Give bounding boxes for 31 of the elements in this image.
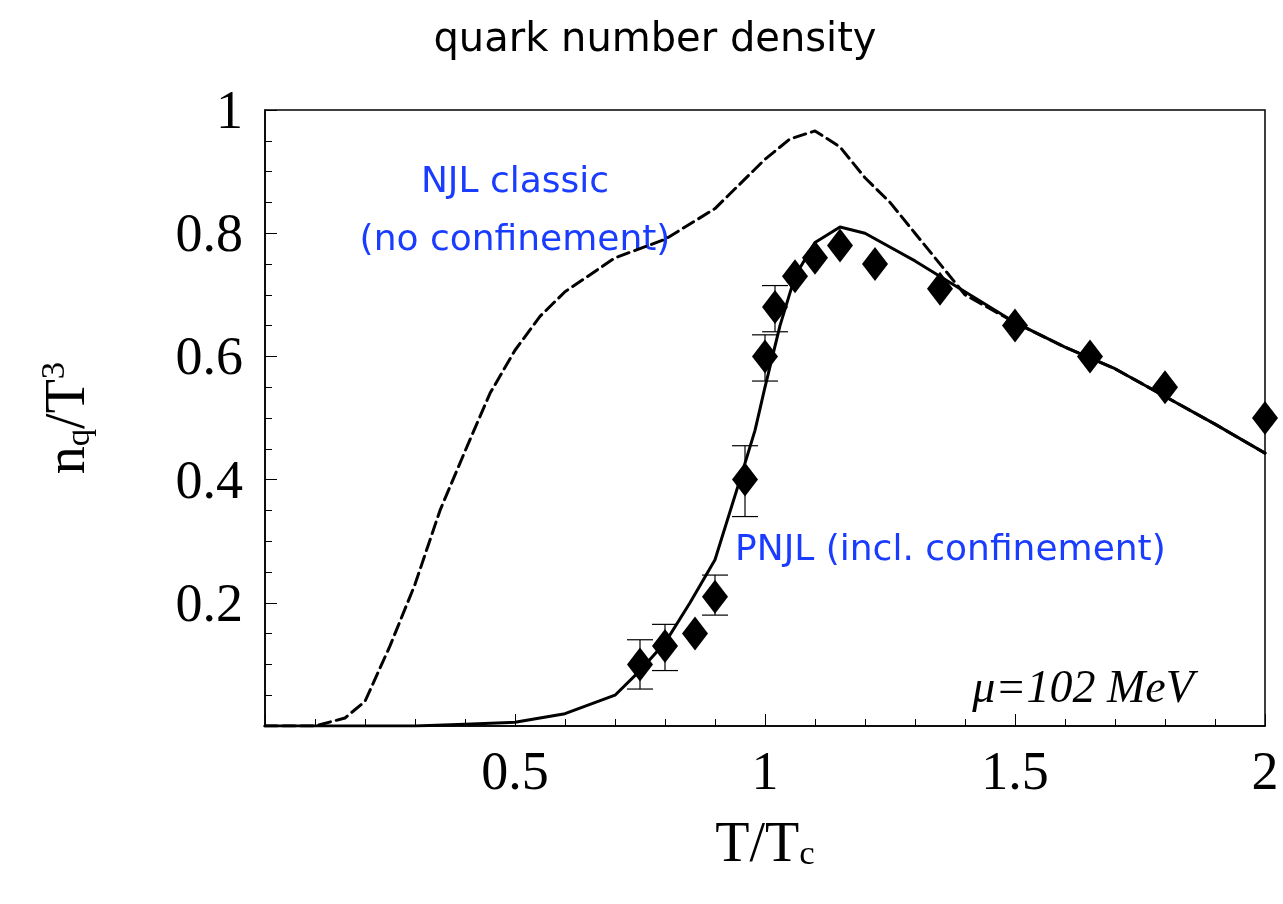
y-tick-label: 0.2: [175, 572, 243, 633]
point: [862, 247, 888, 281]
point: [1252, 401, 1278, 435]
point: [752, 339, 778, 374]
x-tick-label: 1.5: [981, 741, 1049, 801]
annotation: μ=102 MeV: [971, 660, 1199, 712]
x-tick-label: 1: [751, 741, 779, 801]
y-tick-label: 1: [216, 80, 243, 140]
y-axis-title: nq/T3: [32, 361, 97, 475]
x-tick-label: 0.5: [481, 741, 549, 801]
point: [1152, 370, 1178, 405]
point: [627, 647, 653, 682]
point: [802, 240, 828, 275]
point: [652, 628, 678, 663]
point: [782, 259, 808, 294]
y-tick-label: 0.4: [175, 449, 243, 510]
series-label: NJL classic (no confinement): [359, 159, 671, 259]
x-tick-label: 2: [1251, 741, 1279, 801]
point: [1077, 339, 1103, 374]
series-label: PNJL (incl. confinement): [735, 526, 1166, 568]
point: [1002, 308, 1028, 343]
x-axis-title: T/Tc: [715, 811, 815, 873]
point: [827, 228, 853, 263]
chart-title: quark number density: [433, 14, 877, 60]
y-tick-label: 0.8: [175, 203, 243, 264]
point: [732, 462, 758, 497]
y-tick-label: 0.6: [175, 326, 243, 387]
point: [702, 579, 728, 614]
point: [762, 290, 788, 325]
point: [927, 271, 953, 306]
point: [682, 616, 708, 651]
